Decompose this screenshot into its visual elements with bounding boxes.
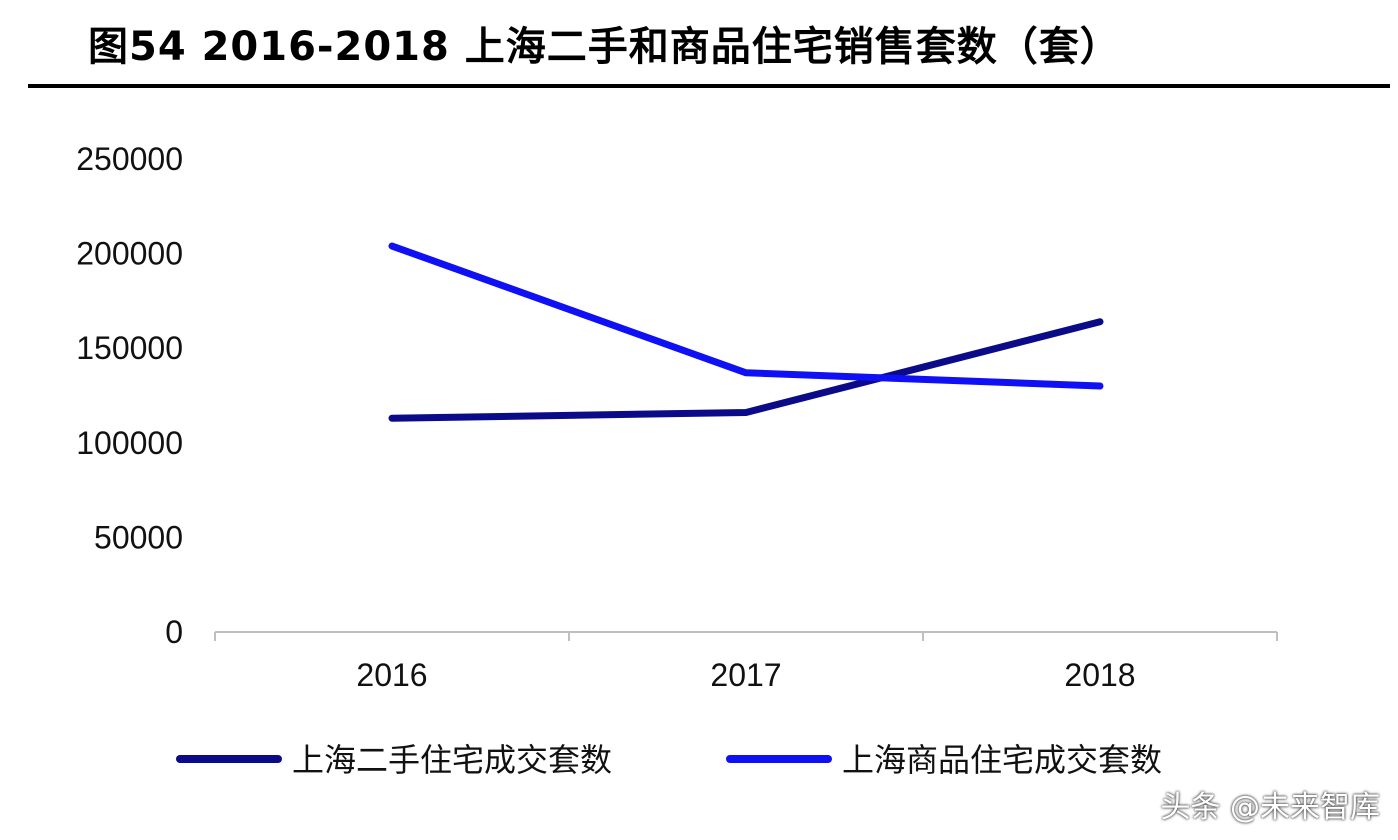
x-tick-label: 2016 — [356, 657, 427, 693]
title-divider — [28, 84, 1390, 88]
legend: 上海二手住宅成交套数 上海商品住宅成交套数 — [176, 741, 1162, 779]
y-tick-label: 150000 — [76, 330, 183, 366]
series-line-second-hand — [388, 318, 1104, 422]
series-layer — [388, 242, 1104, 422]
x-tick-label: 2017 — [710, 657, 781, 693]
watermark: 头条 @未来智库 — [1160, 790, 1380, 825]
y-tick-label: 200000 — [76, 236, 183, 272]
series-line-commercial — [388, 242, 1104, 390]
x-axis: 2016 2017 2018 — [214, 631, 1278, 693]
x-tick-label: 2018 — [1064, 657, 1135, 693]
chart-title: 图54 2016-2018 上海二手和商品住宅销售套数（套） — [88, 24, 1121, 70]
y-tick-label: 250000 — [76, 141, 183, 177]
y-tick-label: 0 — [165, 614, 183, 650]
y-axis-tick-labels: 0 50000 100000 150000 200000 250000 — [76, 141, 183, 650]
y-tick-label: 50000 — [94, 519, 183, 555]
legend-label: 上海商品住宅成交套数 — [842, 741, 1162, 779]
legend-label: 上海二手住宅成交套数 — [292, 741, 612, 779]
y-tick-label: 100000 — [76, 425, 183, 461]
